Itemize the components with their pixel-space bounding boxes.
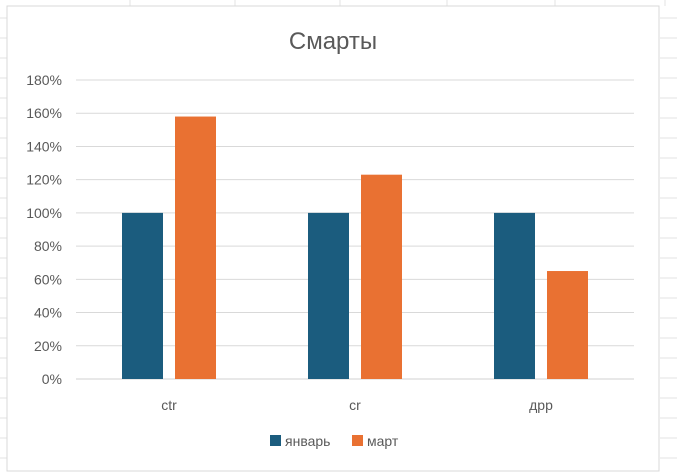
bar-январь-cr[interactable] xyxy=(308,212,349,379)
y-tick-label: 180% xyxy=(26,72,62,88)
bar-январь-дрр[interactable] xyxy=(494,212,535,379)
x-category-label: дрр xyxy=(529,397,553,413)
x-axis-category-labels: ctr cr дрр xyxy=(161,397,553,413)
y-axis-tick-labels: 0% 20% 40% 60% 80% 100% 120% 140% 160% 180% xyxy=(26,72,62,387)
sheet-gridlines xyxy=(0,0,677,459)
legend-swatch xyxy=(270,435,281,446)
y-tick-label: 0% xyxy=(42,371,62,387)
bar-март-ctr[interactable] xyxy=(175,116,216,380)
legend-label: март xyxy=(367,433,399,449)
y-tick-label: 100% xyxy=(26,205,62,221)
legend[interactable]: январь март xyxy=(270,433,399,449)
x-category-label: ctr xyxy=(161,397,177,413)
y-tick-label: 40% xyxy=(34,305,62,321)
bars xyxy=(122,116,588,380)
bar-март-cr[interactable] xyxy=(361,174,402,379)
legend-label: январь xyxy=(285,433,330,449)
bar-март-дрр[interactable] xyxy=(547,271,588,379)
chart-title: Смарты xyxy=(289,28,377,55)
legend-swatch xyxy=(352,435,363,446)
y-tick-label: 80% xyxy=(34,238,62,254)
y-tick-label: 120% xyxy=(26,172,62,188)
bar-январь-ctr[interactable] xyxy=(122,212,163,379)
y-tick-label: 60% xyxy=(34,271,62,287)
y-tick-label: 140% xyxy=(26,138,62,154)
y-tick-label: 20% xyxy=(34,338,62,354)
value-gridlines xyxy=(76,79,634,380)
y-tick-label: 160% xyxy=(26,105,62,121)
x-category-label: cr xyxy=(349,397,361,413)
